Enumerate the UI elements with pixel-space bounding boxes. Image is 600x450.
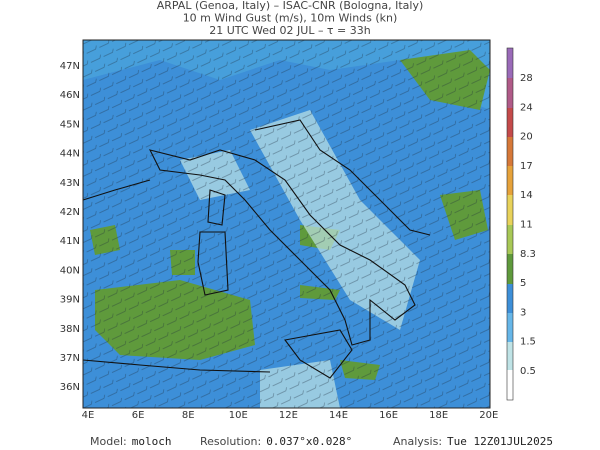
coastline-corsica: [207, 189, 226, 226]
lat-label: 37N: [60, 353, 80, 364]
lat-label: 47N: [60, 61, 80, 72]
colorbar-label: 0.5: [520, 366, 536, 377]
coastline-africa: [82, 359, 271, 373]
colorbar-label: 14: [520, 190, 533, 201]
lat-label: 39N: [60, 295, 80, 306]
coastline-adriatic: [254, 119, 431, 236]
footer-label: Resolution:: [200, 435, 261, 448]
footer-label: Model:: [90, 435, 127, 448]
colorbar-label: 20: [520, 132, 533, 143]
lat-label: 36N: [60, 382, 80, 393]
footer-label: Analysis:: [393, 435, 442, 448]
lon-label: 6E: [132, 410, 145, 421]
coastline-sicily: [284, 329, 353, 379]
lon-label: 20E: [479, 410, 498, 421]
footer-value: 0.037°x0.028°: [266, 435, 352, 448]
colorbar-label: 8.3: [520, 249, 536, 260]
lat-label: 46N: [60, 90, 80, 101]
footer-value: moloch: [132, 435, 172, 448]
map: [82, 39, 491, 409]
colorbar-label: 17: [520, 161, 533, 172]
lat-label: 44N: [60, 149, 80, 160]
colorbar: [506, 47, 514, 401]
coastline-france: [82, 179, 151, 201]
lon-label: 16E: [379, 410, 398, 421]
colorbar-label: 28: [520, 73, 533, 84]
colorbar-label: 24: [520, 102, 533, 113]
lon-label: 10E: [229, 410, 248, 421]
lat-label: 40N: [60, 265, 80, 276]
lon-label: 8E: [182, 410, 195, 421]
header-line: ARPAL (Genoa, Italy) – ISAC-CNR (Bologna…: [157, 0, 424, 12]
header-line: 21 UTC Wed 02 JUL – τ = 33h: [209, 24, 371, 37]
lat-label: 45N: [60, 119, 80, 130]
lon-label: 18E: [429, 410, 448, 421]
colorbar-label: 11: [520, 220, 533, 231]
lon-label: 12E: [279, 410, 298, 421]
coastline-italy: [148, 149, 416, 346]
lon-label: 14E: [329, 410, 348, 421]
lat-label: 38N: [60, 324, 80, 335]
footer-value: Tue 12Z01JUL2025: [447, 435, 553, 448]
footer-item: Model: moloch: [90, 435, 171, 448]
header-line: 10 m Wind Gust (m/s), 10m Winds (kn): [183, 12, 398, 25]
footer-item: Analysis: Tue 12Z01JUL2025: [393, 435, 553, 448]
footer-item: Resolution: 0.037°x0.028°: [200, 435, 352, 448]
colorbar-label: 1.5: [520, 337, 536, 348]
lat-label: 42N: [60, 207, 80, 218]
wind-barbs: [83, 40, 490, 408]
colorbar-label: 3: [520, 307, 526, 318]
map-frame: [82, 39, 491, 409]
lat-label: 43N: [60, 178, 80, 189]
lon-label: 4E: [82, 410, 95, 421]
colorbar-label: 5: [520, 278, 526, 289]
coastline-sardinia: [197, 231, 229, 296]
lat-label: 41N: [60, 236, 80, 247]
